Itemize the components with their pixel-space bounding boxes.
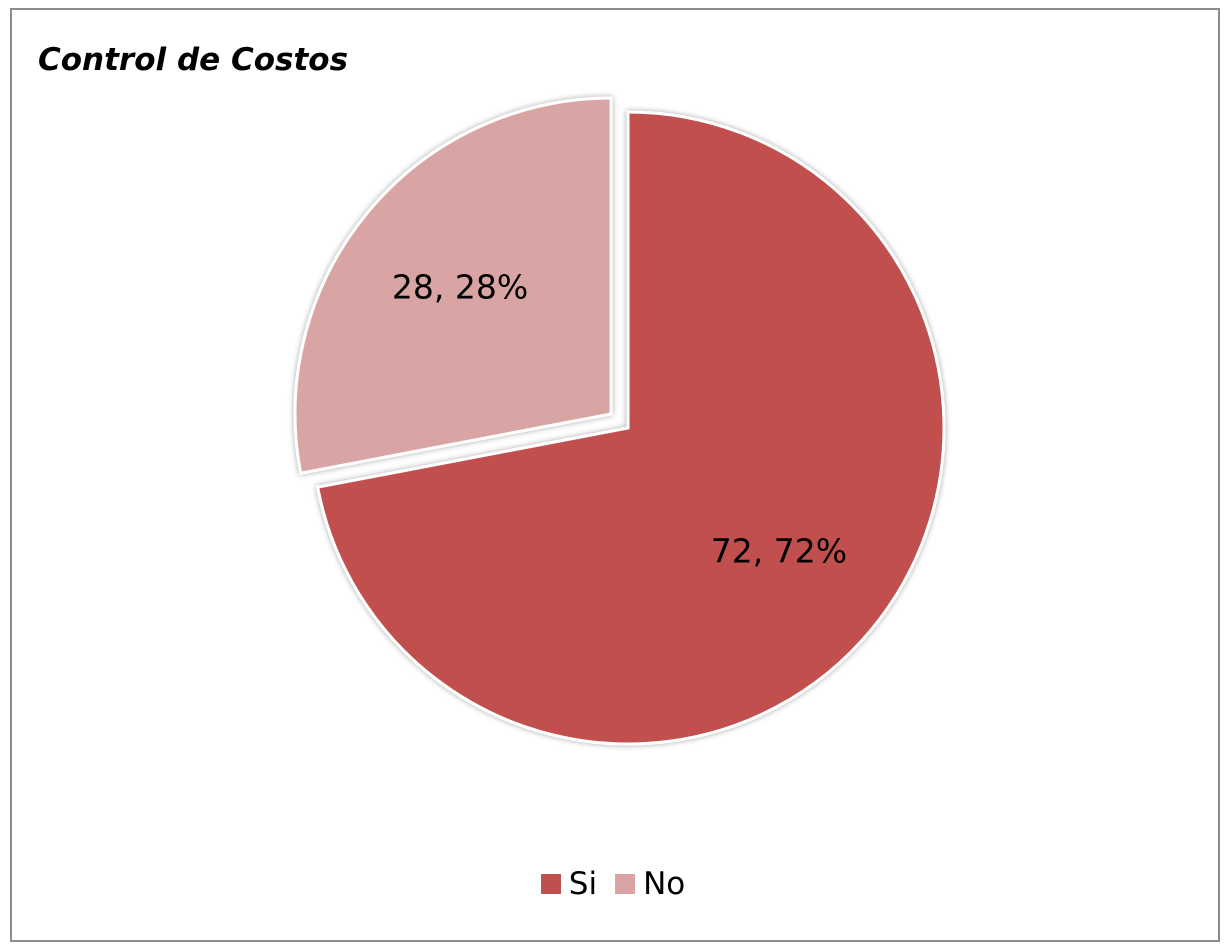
legend-swatch-no [615, 874, 636, 894]
pie-slice-no [293, 96, 613, 475]
chart-title: Control de Costos [38, 42, 349, 78]
legend-label-no: No [643, 866, 686, 902]
legend-swatch-si [540, 874, 561, 894]
legend-label-si: Si [568, 866, 598, 902]
legend-item-no: No [615, 866, 685, 902]
data-label-no: 28, 28% [392, 268, 528, 307]
pie-slice-si [315, 110, 946, 746]
chart-legend: Si No [0, 866, 1226, 902]
legend-item-si: Si [540, 866, 598, 902]
data-label-si: 72, 72% [711, 531, 847, 570]
